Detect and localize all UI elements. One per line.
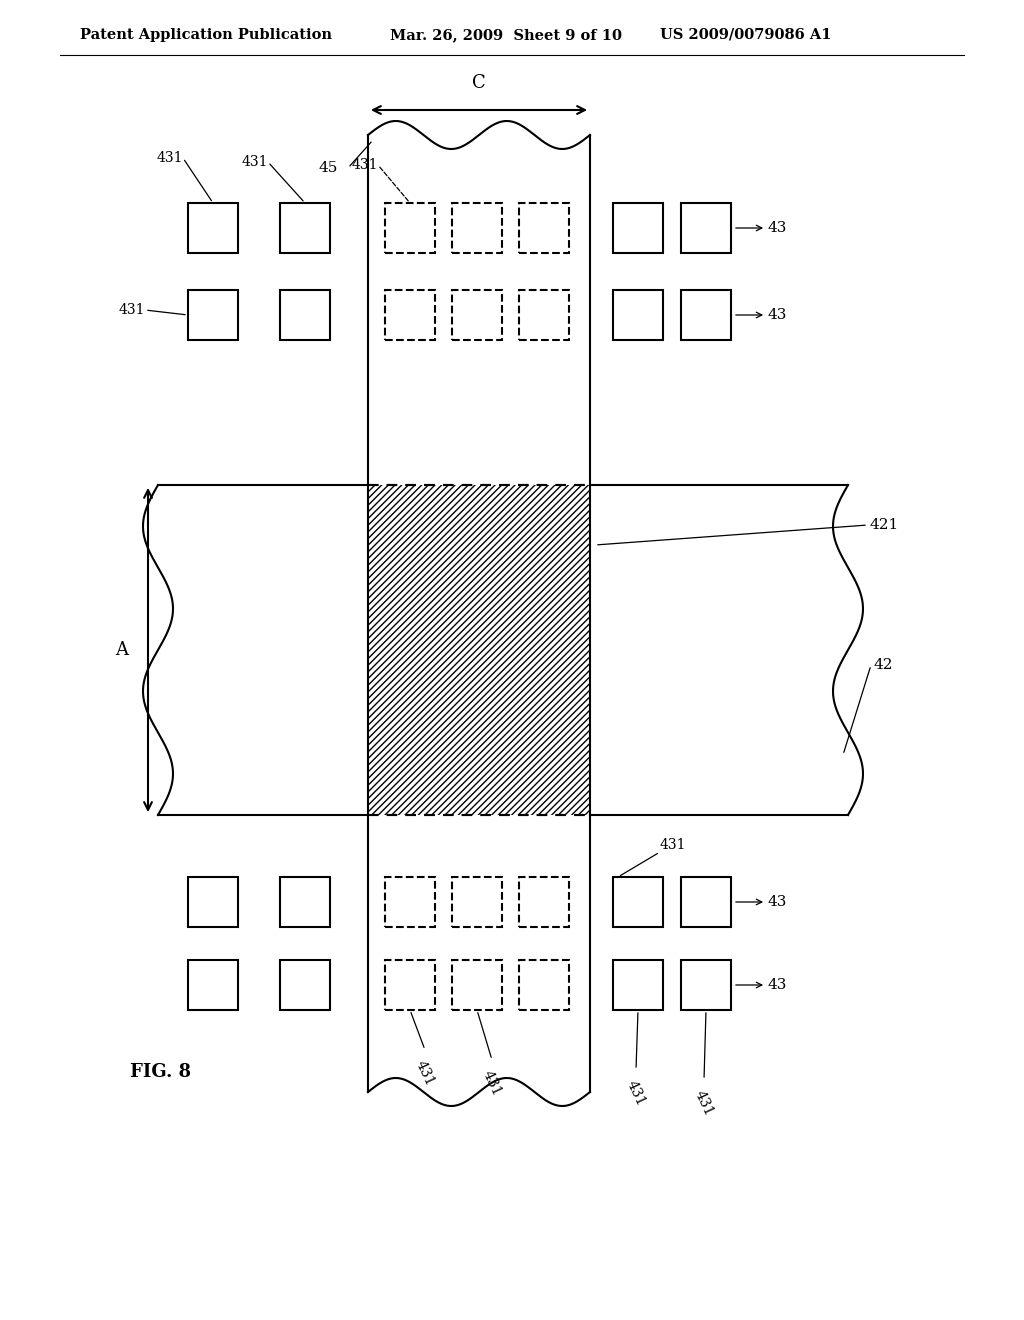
- Bar: [188, 203, 238, 253]
- Text: 431: 431: [624, 1078, 648, 1107]
- Text: 431: 431: [413, 1059, 437, 1088]
- Bar: [385, 203, 435, 253]
- Text: Mar. 26, 2009  Sheet 9 of 10: Mar. 26, 2009 Sheet 9 of 10: [390, 28, 622, 42]
- Text: 43: 43: [768, 220, 787, 235]
- Text: 45: 45: [318, 161, 338, 176]
- Bar: [368, 484, 590, 814]
- Bar: [280, 960, 330, 1010]
- Text: 431: 431: [242, 154, 268, 169]
- Bar: [681, 290, 731, 341]
- Text: A: A: [115, 642, 128, 659]
- Bar: [613, 290, 663, 341]
- Text: 43: 43: [768, 978, 787, 993]
- Bar: [452, 876, 502, 927]
- Bar: [385, 290, 435, 341]
- Text: 431: 431: [351, 158, 378, 172]
- Text: US 2009/0079086 A1: US 2009/0079086 A1: [660, 28, 831, 42]
- Text: Patent Application Publication: Patent Application Publication: [80, 28, 332, 42]
- Bar: [280, 203, 330, 253]
- Text: 43: 43: [768, 895, 787, 909]
- Bar: [280, 876, 330, 927]
- Text: 431: 431: [119, 304, 145, 317]
- Bar: [188, 290, 238, 341]
- Text: C: C: [472, 74, 485, 92]
- Bar: [613, 876, 663, 927]
- Bar: [385, 960, 435, 1010]
- Bar: [681, 876, 731, 927]
- Bar: [385, 876, 435, 927]
- Bar: [280, 290, 330, 341]
- Text: 421: 421: [870, 517, 899, 532]
- Bar: [452, 290, 502, 341]
- Text: 431: 431: [480, 1068, 504, 1098]
- Text: 43: 43: [768, 308, 787, 322]
- Text: 431: 431: [660, 838, 686, 851]
- Text: 431: 431: [692, 1088, 716, 1118]
- Bar: [613, 960, 663, 1010]
- Bar: [452, 960, 502, 1010]
- Bar: [519, 960, 569, 1010]
- Bar: [519, 290, 569, 341]
- Text: 42: 42: [873, 657, 893, 672]
- Bar: [681, 203, 731, 253]
- Text: FIG. 8: FIG. 8: [130, 1063, 191, 1081]
- Bar: [188, 960, 238, 1010]
- Bar: [681, 960, 731, 1010]
- Text: 431: 431: [157, 150, 183, 165]
- Bar: [452, 203, 502, 253]
- Bar: [519, 876, 569, 927]
- Bar: [613, 203, 663, 253]
- Bar: [188, 876, 238, 927]
- Bar: [519, 203, 569, 253]
